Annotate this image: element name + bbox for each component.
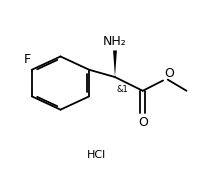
Text: NH₂: NH₂ [103, 35, 127, 48]
Polygon shape [113, 51, 117, 77]
Text: &1: &1 [116, 85, 128, 94]
Text: HCl: HCl [87, 150, 106, 160]
Text: O: O [138, 116, 148, 129]
Text: O: O [164, 67, 174, 80]
Text: F: F [24, 53, 31, 66]
